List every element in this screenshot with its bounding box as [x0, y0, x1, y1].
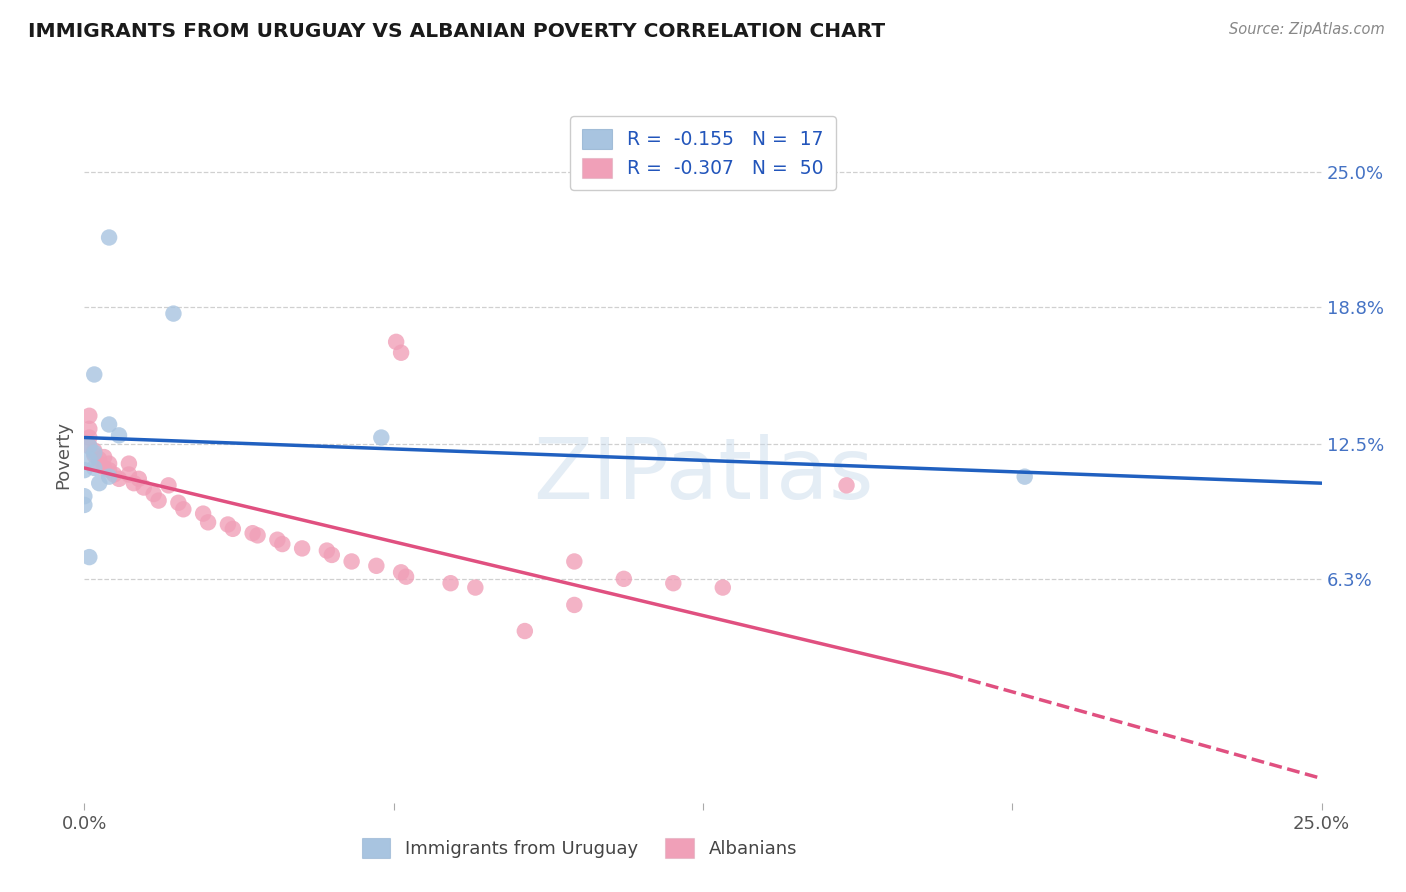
- Point: [222, 522, 245, 536]
- Point: [385, 334, 408, 349]
- Point: [79, 422, 101, 436]
- Point: [291, 541, 314, 556]
- Point: [217, 517, 239, 532]
- Point: [83, 368, 105, 382]
- Point: [389, 566, 412, 580]
- Y-axis label: Poverty: Poverty: [55, 421, 73, 489]
- Text: ZIPatlas: ZIPatlas: [533, 434, 873, 517]
- Point: [132, 481, 155, 495]
- Point: [79, 409, 101, 423]
- Point: [118, 457, 141, 471]
- Point: [162, 307, 184, 321]
- Point: [167, 496, 190, 510]
- Point: [513, 624, 536, 638]
- Point: [157, 478, 180, 492]
- Point: [439, 576, 461, 591]
- Point: [662, 576, 685, 591]
- Point: [98, 469, 121, 483]
- Point: [83, 446, 105, 460]
- Point: [389, 345, 412, 359]
- Point: [191, 507, 214, 521]
- Point: [321, 548, 343, 562]
- Point: [79, 439, 101, 453]
- Point: [73, 498, 96, 512]
- Point: [148, 493, 170, 508]
- Point: [142, 487, 165, 501]
- Point: [93, 461, 115, 475]
- Point: [83, 461, 105, 475]
- Point: [172, 502, 194, 516]
- Point: [89, 457, 111, 471]
- Point: [79, 430, 101, 444]
- Point: [122, 476, 145, 491]
- Point: [315, 543, 337, 558]
- Text: Source: ZipAtlas.com: Source: ZipAtlas.com: [1229, 22, 1385, 37]
- Point: [370, 430, 392, 444]
- Point: [98, 463, 121, 477]
- Point: [242, 526, 264, 541]
- Point: [366, 558, 388, 573]
- Point: [1014, 469, 1036, 483]
- Point: [79, 452, 101, 467]
- Point: [79, 550, 101, 565]
- Point: [89, 476, 111, 491]
- Point: [108, 428, 131, 442]
- Point: [128, 472, 150, 486]
- Point: [108, 472, 131, 486]
- Point: [395, 570, 418, 584]
- Point: [98, 230, 121, 244]
- Point: [79, 439, 101, 453]
- Point: [266, 533, 288, 547]
- Point: [89, 452, 111, 467]
- Point: [711, 581, 734, 595]
- Point: [83, 443, 105, 458]
- Point: [83, 448, 105, 462]
- Point: [103, 467, 125, 482]
- Point: [246, 528, 269, 542]
- Point: [98, 457, 121, 471]
- Point: [118, 467, 141, 482]
- Point: [562, 598, 585, 612]
- Point: [197, 516, 219, 530]
- Point: [562, 554, 585, 568]
- Point: [271, 537, 294, 551]
- Point: [340, 554, 363, 568]
- Point: [835, 478, 858, 492]
- Point: [73, 489, 96, 503]
- Point: [73, 463, 96, 477]
- Point: [98, 417, 121, 432]
- Point: [613, 572, 636, 586]
- Point: [93, 450, 115, 464]
- Text: IMMIGRANTS FROM URUGUAY VS ALBANIAN POVERTY CORRELATION CHART: IMMIGRANTS FROM URUGUAY VS ALBANIAN POVE…: [28, 22, 886, 41]
- Legend: Immigrants from Uruguay, Albanians: Immigrants from Uruguay, Albanians: [353, 829, 806, 867]
- Point: [464, 581, 486, 595]
